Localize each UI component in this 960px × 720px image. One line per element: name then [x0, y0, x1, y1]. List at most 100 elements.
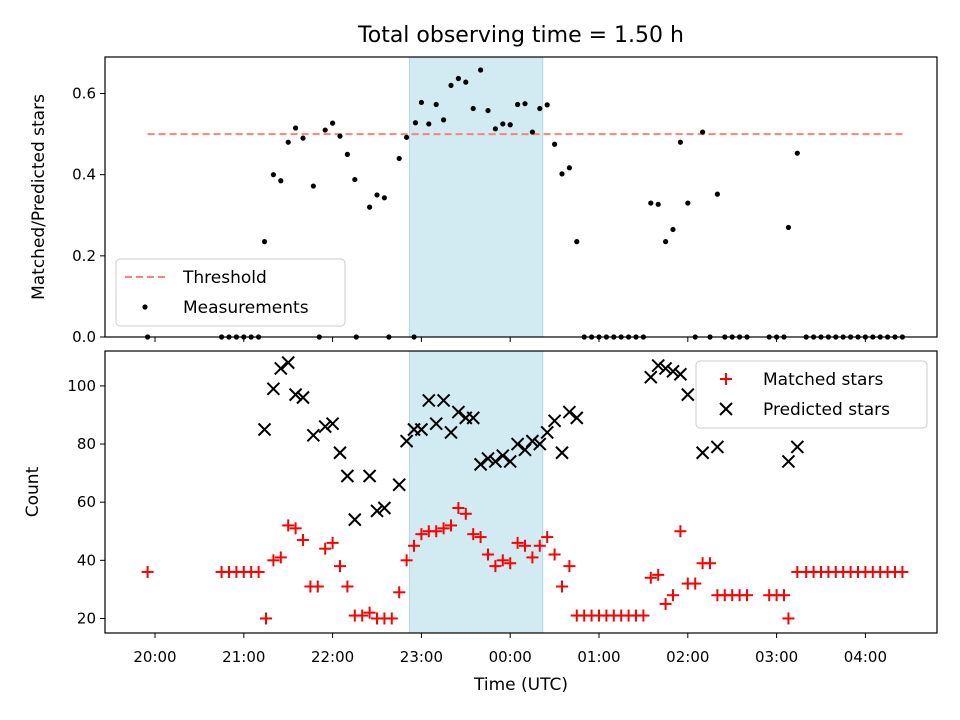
- measurement-point: [330, 120, 336, 126]
- predicted-star-point: [710, 440, 725, 454]
- measurement-point: [470, 105, 476, 112]
- matched-star-point: [511, 536, 524, 549]
- predicted-star-point: [533, 437, 547, 451]
- matched-star-point: [141, 565, 154, 578]
- matched-star-point: [504, 557, 517, 570]
- measurement-point: [293, 125, 299, 131]
- x-tick-label: 00:00: [489, 648, 532, 666]
- predicted-star-point: [481, 451, 495, 466]
- predicted-star-point: [510, 437, 525, 451]
- predicted-star-point: [473, 457, 488, 472]
- predicted-star-point: [644, 370, 658, 384]
- predicted-legend-swatch: [719, 402, 733, 416]
- matched-star-point: [334, 560, 346, 573]
- predicted-star-point: [540, 425, 554, 440]
- predicted-star-point: [466, 411, 480, 425]
- measurement-point: [396, 155, 402, 162]
- measurement-point: [685, 200, 691, 206]
- x-tick-label: 02:00: [666, 648, 709, 666]
- x-tick-label: 22:00: [311, 648, 354, 666]
- matched-star-point: [519, 539, 531, 552]
- measurement-point: [344, 151, 350, 157]
- measurement-point: [412, 120, 419, 126]
- measurement-point: [655, 201, 661, 207]
- matched-star-point: [496, 554, 509, 567]
- predicted-star-point: [570, 411, 584, 425]
- matched-star-point: [548, 548, 561, 561]
- matched-star-point: [644, 571, 657, 584]
- predicted-star-point: [790, 440, 805, 454]
- x-tick-label: 01:00: [577, 648, 620, 666]
- y-tick-label: 60: [77, 493, 96, 511]
- predicted-star-point: [399, 434, 414, 448]
- predicted-star-point: [496, 448, 510, 463]
- measurement-point: [300, 135, 306, 141]
- measurement-point: [374, 192, 380, 198]
- predicted-star-point: [436, 393, 451, 408]
- predicted-star-point: [666, 364, 680, 379]
- matched-star-point: [415, 528, 428, 541]
- measurement-point: [700, 129, 706, 135]
- top-plot-frame: [104, 56, 938, 338]
- matched-star-point: [533, 539, 546, 552]
- measurement-point: [670, 226, 676, 233]
- matched-star-point: [252, 565, 265, 578]
- matched-star-point: [274, 551, 287, 564]
- measurement-point: [507, 122, 513, 128]
- predicted-star-point: [651, 358, 665, 373]
- matched-star-point: [667, 589, 679, 602]
- measurement-point: [566, 165, 573, 171]
- matched-star-point: [741, 589, 753, 602]
- measurements-legend-label: Measurements: [183, 298, 309, 318]
- x-tick-label: 23:00: [400, 648, 443, 666]
- matched-star-point: [563, 560, 576, 573]
- measurement-point: [285, 139, 291, 145]
- predicted-star-point: [274, 361, 288, 376]
- measurement-point: [352, 176, 358, 183]
- matched-star-point: [452, 501, 465, 514]
- predicted-star-point: [325, 416, 340, 431]
- predicted-star-point: [781, 454, 796, 469]
- bottom-legend: Matched stars Predicted stars: [695, 360, 928, 429]
- y-tick-label: 0.2: [72, 247, 96, 265]
- predicted-star-point: [555, 446, 569, 460]
- top-highlight-span: [409, 56, 544, 338]
- matched-star-point: [297, 533, 309, 546]
- matched-star-point: [526, 551, 539, 564]
- predicted-star-point: [281, 355, 295, 370]
- measurement-point: [794, 150, 800, 156]
- x-tick-label: 21:00: [222, 648, 265, 666]
- predicted-star-point: [333, 446, 347, 460]
- predicted-star-point: [673, 367, 688, 381]
- matched-star-point: [489, 560, 502, 573]
- measurement-point: [261, 239, 268, 245]
- predicted-star-point: [451, 405, 466, 419]
- predicted-star-point: [488, 454, 503, 469]
- measurement-point: [322, 127, 328, 133]
- matched-star-point: [400, 554, 413, 567]
- predicted-star-point: [266, 382, 281, 396]
- measurement-point: [552, 141, 558, 147]
- y-tick-label: 20: [77, 609, 96, 627]
- matched-star-point: [556, 580, 568, 593]
- matched-star-point: [467, 528, 480, 541]
- matched-star-point: [437, 522, 450, 535]
- top-panel: 0.0 0.2 0.4 0.6 Matched/Predicted stars Thr…: [29, 56, 938, 346]
- top-legend: Threshold Measurements: [115, 258, 346, 327]
- top-legend-box: [115, 258, 346, 327]
- matched-star-point: [385, 612, 398, 625]
- measurement-point: [418, 99, 424, 106]
- measurement-point: [433, 101, 439, 108]
- matched-legend-swatch: [720, 373, 732, 385]
- matched-star-point: [260, 612, 272, 625]
- measurement-point: [441, 117, 447, 123]
- matched-star-point: [459, 507, 472, 520]
- measurement-point: [574, 239, 580, 245]
- y-tick-label: 80: [77, 435, 96, 453]
- predicted-star-point: [377, 501, 392, 515]
- matched-star-point: [652, 568, 665, 581]
- measurement-point: [485, 107, 491, 114]
- matched-star-point: [408, 539, 420, 552]
- predicted-star-point: [444, 425, 458, 440]
